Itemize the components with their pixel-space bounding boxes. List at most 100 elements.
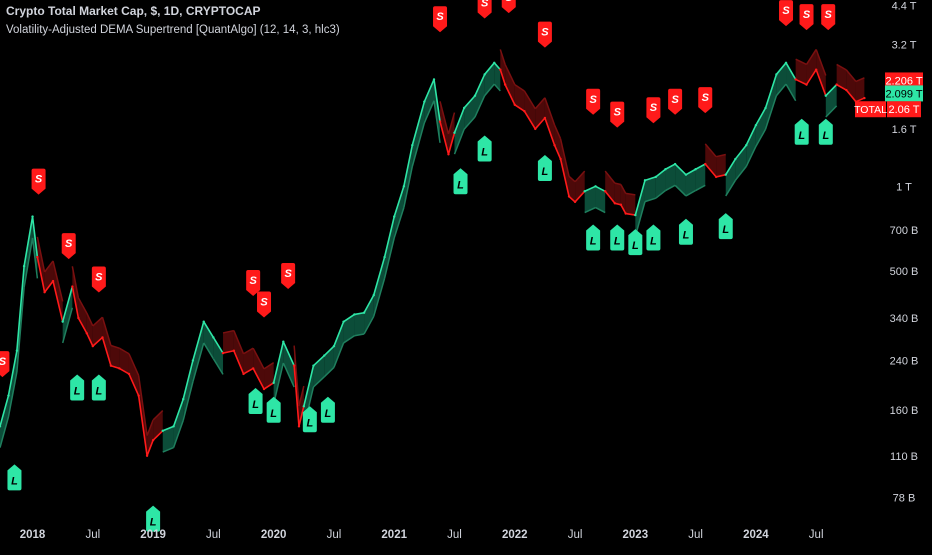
bull-trail (584, 206, 596, 214)
long-signal (146, 505, 161, 532)
price-point (754, 123, 758, 127)
bear-band (795, 59, 807, 85)
price-segment (745, 124, 757, 147)
price-point (724, 173, 727, 176)
price-segment (453, 107, 465, 134)
bear-band (575, 171, 585, 202)
price-point (483, 73, 486, 76)
price-point (619, 203, 623, 206)
x-tick-label: 2023 (623, 529, 649, 541)
short-signal-label: S (589, 94, 597, 106)
price-point (242, 372, 245, 376)
bull-band (595, 186, 606, 213)
price-point (634, 213, 637, 217)
long-signal (718, 213, 733, 240)
price-segment (36, 256, 46, 294)
bull-trail (493, 83, 501, 92)
price-tag-bg (885, 72, 923, 89)
price-segment (393, 185, 405, 218)
price-point (583, 190, 586, 193)
bear-band (514, 84, 525, 112)
bear-band (614, 183, 621, 205)
bull-trail (463, 116, 476, 130)
bear-band (53, 260, 63, 322)
price-point (272, 381, 275, 384)
bear-trail (263, 361, 275, 370)
price-point (91, 344, 95, 348)
price-point (775, 73, 778, 76)
bear-band (448, 112, 455, 155)
price-segment (353, 311, 365, 316)
price-segment (312, 354, 326, 367)
bear-band (625, 193, 636, 216)
price-segment (559, 158, 570, 198)
price-point (61, 320, 64, 323)
y-tick-label: 78 B (893, 493, 916, 505)
price-point (432, 78, 436, 81)
price-point (0, 425, 2, 428)
price-point (654, 175, 658, 179)
price-segment (620, 203, 627, 215)
bull-trail (23, 237, 34, 288)
price-point (362, 311, 366, 314)
price-segment (474, 73, 486, 97)
short-signal-label: S (650, 102, 658, 114)
price-tag-label: 2.099 T (885, 88, 922, 100)
price-point (118, 367, 121, 370)
bear-trail (44, 260, 54, 273)
price-point (137, 394, 140, 397)
price-segment (499, 68, 506, 86)
x-tick-label: Jul (206, 529, 221, 541)
short-signal-label: S (35, 174, 43, 186)
short-signal-label: S (505, 0, 513, 4)
price-point (684, 173, 688, 176)
price-segment (815, 68, 827, 97)
price-segment (704, 163, 717, 178)
price-point (543, 116, 547, 120)
price-point (559, 157, 562, 161)
x-tick-label: 2022 (502, 529, 528, 541)
bull-trail (192, 342, 205, 383)
price-segment (101, 336, 112, 367)
bull-trail (212, 358, 224, 375)
bear-band (440, 101, 449, 155)
price-point (161, 429, 164, 432)
bear-trail (101, 317, 112, 346)
price-segment (302, 364, 315, 408)
bull-trail (595, 206, 606, 214)
bull-band (394, 186, 404, 238)
bull-band (373, 257, 385, 317)
short-signal-label: S (260, 297, 268, 309)
price-point (411, 144, 414, 147)
x-tick-label: Jul (327, 529, 342, 541)
price-segment (233, 349, 245, 375)
bull-band (725, 159, 736, 196)
bull-band (464, 95, 475, 130)
price-segment (655, 168, 667, 178)
bear-trail (704, 143, 717, 158)
bull-band (403, 145, 413, 208)
long-signal-label: L (270, 408, 277, 420)
price-segment (16, 265, 25, 352)
price-segment (92, 336, 104, 347)
bull-band (735, 145, 747, 181)
price-point (71, 285, 74, 288)
price-point (704, 162, 707, 166)
bull-trail (323, 366, 335, 378)
bear-trail (298, 385, 305, 407)
short-signal-label: S (249, 275, 257, 287)
bear-band (716, 154, 726, 177)
bear-band (102, 317, 111, 366)
price-segment (23, 215, 34, 267)
plot-area[interactable] (0, 0, 868, 520)
bull-band (494, 62, 501, 91)
bear-trail (222, 329, 235, 334)
price-segment (333, 320, 345, 347)
bull-trail (453, 128, 465, 155)
price-segment (755, 107, 767, 126)
bear-band (535, 97, 545, 129)
bull-trail (272, 362, 285, 405)
bull-trail (685, 189, 696, 197)
